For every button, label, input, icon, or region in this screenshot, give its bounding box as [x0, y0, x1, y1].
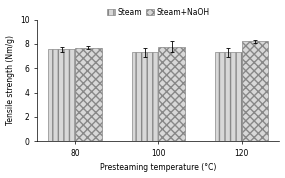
Bar: [215, 52, 242, 141]
Bar: [158, 47, 185, 141]
Bar: [48, 49, 75, 141]
Bar: [132, 52, 158, 141]
Y-axis label: Tensile strength (Nm/g): Tensile strength (Nm/g): [5, 35, 15, 125]
Bar: [242, 41, 268, 141]
X-axis label: Presteaming temperature (°C): Presteaming temperature (°C): [100, 163, 217, 172]
Bar: [75, 48, 102, 141]
Legend: Steam, Steam+NaOH: Steam, Steam+NaOH: [107, 7, 209, 17]
